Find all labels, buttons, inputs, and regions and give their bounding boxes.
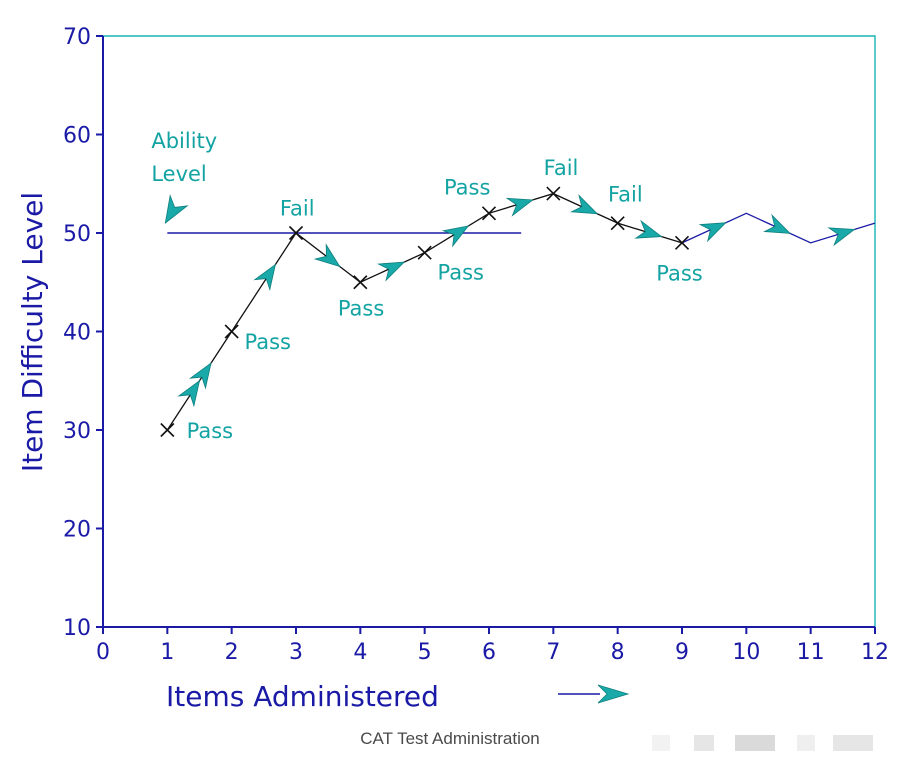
x-tick-label: 9 [675,640,689,665]
path-arrow [505,197,534,217]
chart-caption: CAT Test Administration [360,729,540,748]
y-tick-label: 60 [63,124,91,149]
watermark-block [694,735,714,751]
response-annotation: Fail [280,196,315,220]
data-point-marker [353,275,368,290]
x-tick-label: 1 [160,640,174,665]
x-tick-label: 5 [418,640,432,665]
data-point-marker [674,235,690,250]
x-tick-label: 12 [861,640,889,665]
x-tick-label: 6 [482,640,496,665]
response-annotation: Pass [338,297,384,321]
path-arrow [763,213,792,234]
y-axis-title: Item Difficulty Level [16,192,49,472]
y-tick-label: 10 [63,616,91,641]
watermark-block [735,735,775,751]
path-arrow [634,219,663,239]
path-arrow [177,379,201,408]
y-tick-label: 20 [63,518,91,543]
y-tick-label: 30 [63,419,91,444]
data-point-marker [417,245,432,260]
ability-level-arrow [164,194,189,224]
chart-axes [96,35,876,634]
path-arrow [313,243,341,268]
response-annotation: Pass [438,260,484,284]
path-arrow [570,194,599,215]
data-point-marker [546,186,561,201]
response-annotation: Pass [187,419,233,443]
x-tick-label: 8 [611,640,625,665]
x-title-arrow-head [597,684,630,704]
x-tick-label: 7 [546,640,560,665]
x-tick-label: 3 [289,640,303,665]
response-annotation: Fail [544,156,579,180]
data-point-marker [288,225,304,241]
path-arrow [189,362,212,390]
watermark-block [652,735,670,751]
data-point-marker [224,324,239,339]
response-annotation: Fail [608,182,643,206]
chart-markers [160,186,690,438]
series-line-administered [166,192,683,431]
chart-titles: Items Administered Item Difficulty Level [16,192,600,713]
x-tick-label: 2 [225,640,239,665]
x-tick-label: 10 [732,640,760,665]
ability-label-line1: Ability [151,129,217,153]
x-tick-label: 4 [353,640,367,665]
response-annotation: Pass [656,261,702,285]
data-point-marker [481,206,497,221]
path-arrow [441,225,470,248]
data-point-marker [160,422,175,438]
x-tick-label: 0 [96,640,110,665]
response-annotation: Pass [245,330,291,354]
watermark-block [833,735,873,751]
plot-border [103,35,876,627]
y-tick-label: 50 [63,222,91,247]
chart-arrows [164,194,856,704]
path-arrow [253,263,277,292]
path-arrow [698,222,727,243]
y-tick-label: 40 [63,321,91,346]
data-point-marker [610,216,625,231]
ability-label-line2: Level [151,162,206,186]
watermark-block [797,735,815,751]
response-annotation: Pass [444,176,490,200]
chart-annotations: Ability Level Pass Pass Fail Pass Pass Pass Fail… [151,129,702,443]
x-axis-title: Items Administered [166,680,439,713]
path-arrow [377,261,406,282]
x-tick-label: 11 [797,640,825,665]
path-arrow [827,227,856,247]
y-tick-label: 70 [63,25,91,50]
